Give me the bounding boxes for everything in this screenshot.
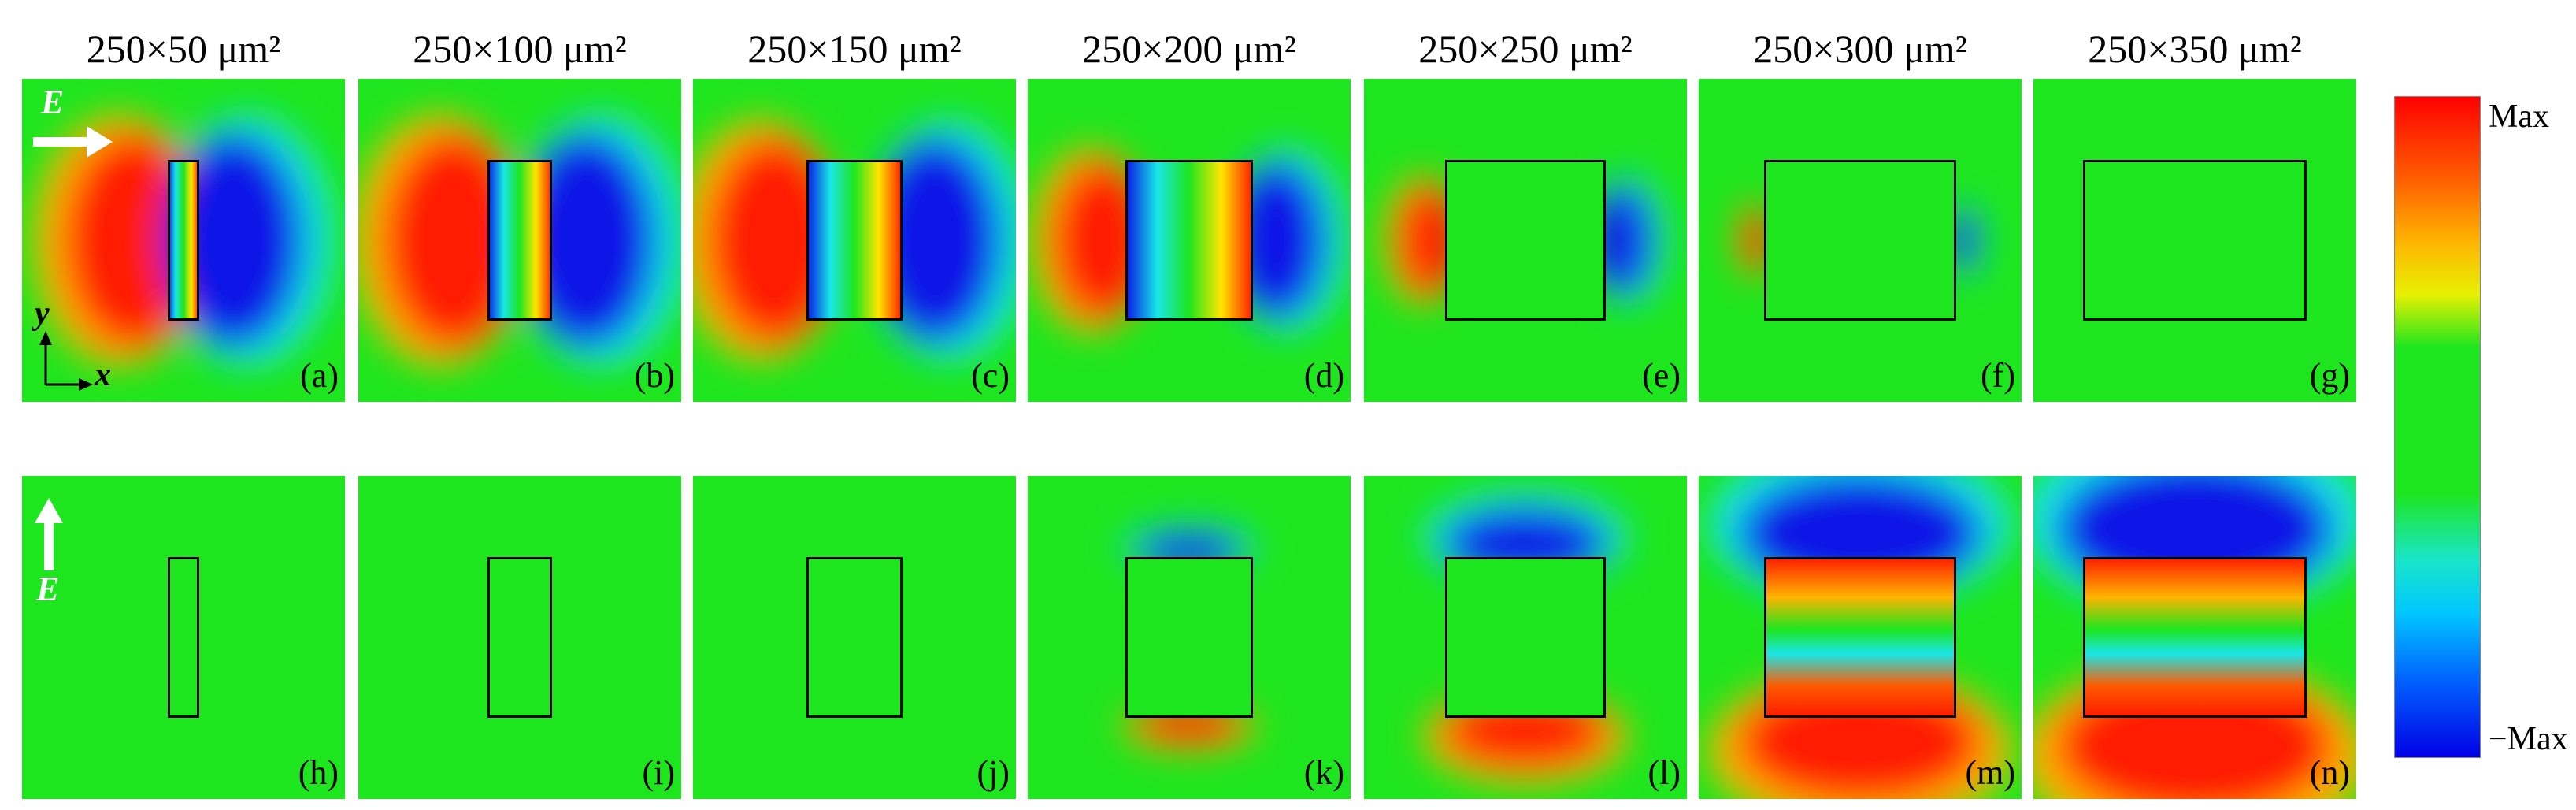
metal-rectangle-outline: [806, 160, 903, 321]
colorbar-max-label: Max: [2489, 98, 2549, 135]
metal-rectangle-outline: [1125, 557, 1253, 718]
field-map-bottom: (n): [2033, 476, 2356, 799]
panel-label: (h): [298, 753, 339, 792]
panel-label: (d): [1303, 356, 1344, 395]
field-map: [1699, 79, 2022, 402]
column-title: 250×250 μm²: [1418, 27, 1633, 71]
field-map-top: (f): [1699, 79, 2022, 402]
metal-rectangle-outline: [1445, 557, 1606, 718]
field-map: [22, 476, 345, 799]
metal-rectangle-outline: [168, 160, 199, 321]
axes-icon: [39, 331, 93, 391]
panel-label: (a): [300, 356, 339, 395]
field-map-bottom: (l): [1364, 476, 1687, 799]
field-map: [22, 79, 345, 402]
up-arrow-icon: [35, 498, 63, 570]
field-map-top: (d): [1028, 79, 1351, 402]
field-map-bottom: (i): [358, 476, 681, 799]
panel-label: (n): [2309, 753, 2350, 792]
field-map: [2033, 476, 2356, 799]
e-field-label: E: [36, 570, 60, 608]
field-map-top: (e): [1364, 79, 1687, 402]
column-title: 250×200 μm²: [1082, 27, 1296, 71]
field-map: [693, 79, 1016, 402]
field-map-bottom: (h) E: [22, 476, 345, 799]
e-field-label: E: [41, 83, 65, 121]
metal-rectangle-outline: [1764, 557, 1956, 718]
column-title: 250×50 μm²: [86, 27, 281, 71]
panel-label: (k): [1303, 753, 1344, 792]
field-map: [1364, 476, 1687, 799]
panel-label: (j): [977, 753, 1010, 792]
panel-label: (e): [1642, 356, 1681, 395]
column-title: 250×350 μm²: [2088, 27, 2302, 71]
metal-rectangle-outline: [1125, 160, 1253, 321]
column-title: 250×150 μm²: [747, 27, 962, 71]
panel-label: (f): [1981, 356, 2015, 395]
panel-label: (b): [634, 356, 675, 395]
panel-label: (i): [642, 753, 675, 792]
field-map: [1028, 79, 1351, 402]
field-map-bottom: (j): [693, 476, 1016, 799]
colorbar: [2394, 96, 2481, 758]
x-axis-label: x: [95, 357, 111, 393]
field-map-bottom: (k): [1028, 476, 1351, 799]
metal-rectangle-outline: [487, 557, 552, 718]
metal-rectangle-outline: [806, 557, 903, 718]
metal-rectangle-outline: [1445, 160, 1606, 321]
column-title: 250×300 μm²: [1753, 27, 1967, 71]
field-map-top: (c): [693, 79, 1016, 402]
metal-rectangle-outline: [487, 160, 552, 321]
field-map: [2033, 79, 2356, 402]
metal-rectangle-outline: [1764, 160, 1956, 321]
field-map-top: (g): [2033, 79, 2356, 402]
field-map-top: (b): [358, 79, 681, 402]
panel-label: (l): [1648, 753, 1681, 792]
field-map: [1699, 476, 2022, 799]
field-map: [1364, 79, 1687, 402]
column-title: 250×100 μm²: [413, 27, 627, 71]
right-arrow-icon: [33, 126, 113, 158]
panel-label: (m): [1965, 753, 2015, 792]
panel-label: (g): [2309, 356, 2350, 395]
metal-rectangle-outline: [168, 557, 199, 718]
metal-rectangle-outline: [2083, 557, 2307, 718]
field-map: [358, 79, 681, 402]
y-axis-label: y: [35, 295, 50, 332]
metal-rectangle-outline: [2083, 160, 2307, 321]
field-map: [358, 476, 681, 799]
field-map: [1028, 476, 1351, 799]
panel-label: (c): [971, 356, 1010, 395]
colorbar-min-label: −Max: [2489, 721, 2568, 757]
field-map: [693, 476, 1016, 799]
field-map-bottom: (m): [1699, 476, 2022, 799]
